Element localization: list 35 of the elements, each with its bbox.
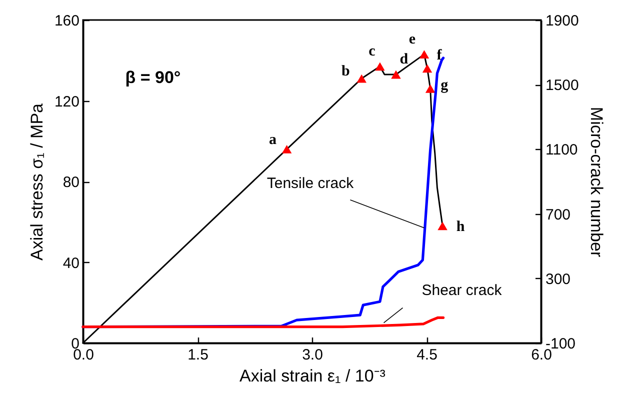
- point: [282, 144, 292, 154]
- annotation: c: [368, 43, 376, 60]
- y2-tick-label: 1500: [546, 77, 579, 94]
- y2-axis-title: Micro-crack number: [586, 106, 606, 258]
- y-tick-label: 40: [62, 254, 80, 272]
- y-tick-label: 120: [54, 93, 80, 110]
- point: [391, 70, 401, 79]
- point: [438, 222, 448, 230]
- annotation: β = 90°: [125, 68, 181, 87]
- y-axis-title: Axial stress σ₁ / MPa: [27, 102, 46, 260]
- x-tick-label: 1.5: [188, 346, 208, 364]
- x-tick-label: 3.0: [302, 346, 323, 364]
- annotation: d: [400, 52, 409, 68]
- x-axis-title: Axial strain ε₁ / 10⁻³: [240, 366, 386, 386]
- annotation: a: [269, 132, 278, 148]
- point: [419, 50, 430, 59]
- annotation: h: [456, 218, 466, 235]
- point: [422, 64, 432, 73]
- y2-tick-label: 300: [546, 270, 571, 288]
- x-tick-label: 4.5: [416, 346, 438, 364]
- point: [425, 84, 436, 93]
- annotation: g: [440, 78, 449, 94]
- point: [356, 74, 366, 83]
- point: [375, 62, 385, 71]
- y-tick-label: 160: [54, 12, 80, 30]
- annotation: b: [341, 64, 350, 80]
- y2-tick-label: 1900: [546, 12, 579, 30]
- annotation: e: [408, 31, 416, 48]
- y-tick-label: 80: [62, 174, 80, 191]
- annotation: Shear crack: [422, 282, 502, 299]
- annotation: Tensile crack: [266, 174, 354, 192]
- y2-tick-label: 1100: [546, 142, 578, 159]
- y2-tick-label: 700: [546, 206, 571, 224]
- line-series: [82, 316, 445, 328]
- annotation: f: [436, 47, 443, 64]
